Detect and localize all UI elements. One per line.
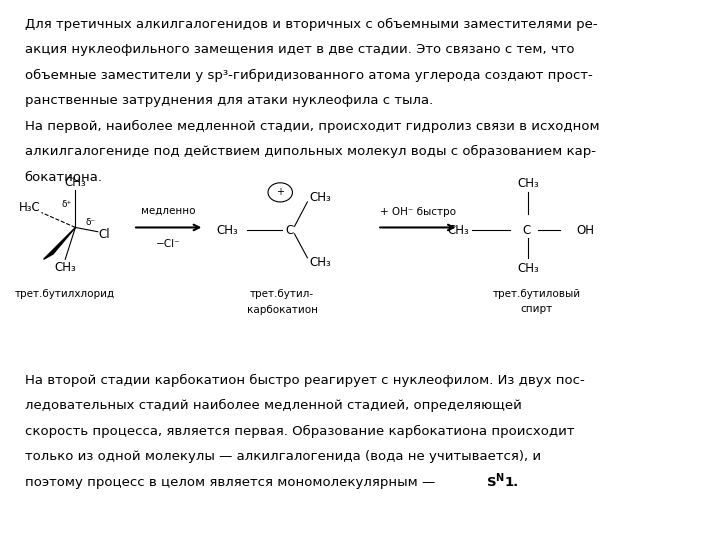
Text: + OH⁻ быстро: + OH⁻ быстро [380, 206, 456, 217]
Text: OH: OH [576, 224, 594, 237]
Text: бокатиона.: бокатиона. [24, 171, 102, 184]
Text: S: S [487, 476, 497, 489]
Text: На второй стадии карбокатион быстро реагирует с нуклеофилом. Из двух пос-: На второй стадии карбокатион быстро реаг… [24, 374, 584, 387]
Text: скорость процесса, является первая. Образование карбокатиона происходит: скорость процесса, является первая. Обра… [24, 425, 574, 438]
Text: ранственные затруднения для атаки нуклеофила с тыла.: ранственные затруднения для атаки нуклео… [24, 94, 433, 107]
Text: только из одной молекулы — алкилгалогенида (вода не учитывается), и: только из одной молекулы — алкилгалогени… [24, 450, 541, 463]
Text: δ⁻: δ⁻ [86, 218, 96, 227]
Text: карбокатион: карбокатион [247, 305, 318, 315]
Text: спирт: спирт [521, 304, 553, 314]
Text: трет.бутилхлорид: трет.бутилхлорид [15, 289, 115, 299]
Text: H₃C: H₃C [19, 201, 41, 214]
Text: 1.: 1. [505, 476, 519, 489]
Text: C: C [522, 224, 531, 237]
Text: +: + [276, 187, 284, 198]
Text: CH₃: CH₃ [518, 262, 539, 275]
Text: поэтому процесс в целом является мономолекулярным —: поэтому процесс в целом является мономол… [24, 476, 439, 489]
Text: CH₃: CH₃ [447, 224, 469, 237]
Text: CH₃: CH₃ [65, 176, 86, 189]
Text: CH₃: CH₃ [54, 261, 76, 274]
Text: трет.бутил-: трет.бутил- [251, 289, 315, 299]
Text: акция нуклеофильного замещения идет в две стадии. Это связано с тем, что: акция нуклеофильного замещения идет в дв… [24, 43, 574, 56]
Text: На первой, наиболее медленной стадии, происходит гидролиз связи в исходном: На первой, наиболее медленной стадии, пр… [24, 119, 599, 133]
Text: Для третичных алкилгалогенидов и вторичных с объемными заместителями ре-: Для третичных алкилгалогенидов и вторичн… [24, 17, 597, 31]
Text: −Cl⁻: −Cl⁻ [156, 239, 181, 249]
Text: медленно: медленно [141, 205, 196, 215]
Polygon shape [43, 227, 76, 259]
Text: N: N [495, 472, 503, 483]
Text: δ⁺: δ⁺ [61, 200, 72, 209]
Text: CH₃: CH₃ [310, 255, 331, 268]
Text: C: C [285, 224, 293, 237]
Text: Cl: Cl [99, 228, 110, 241]
Text: ледовательных стадий наиболее медленной стадией, определяющей: ледовательных стадий наиболее медленной … [24, 399, 521, 412]
Text: трет.бутиловый: трет.бутиловый [492, 289, 581, 299]
Text: объемные заместители у sp³-гибридизованного атома углерода создают прост-: объемные заместители у sp³-гибридизованн… [24, 69, 593, 82]
Text: CH₃: CH₃ [310, 191, 331, 204]
Text: алкилгалогениде под действием дипольных молекул воды с образованием кар-: алкилгалогениде под действием дипольных … [24, 145, 595, 158]
Text: CH₃: CH₃ [217, 224, 238, 237]
Text: CH₃: CH₃ [518, 177, 539, 191]
